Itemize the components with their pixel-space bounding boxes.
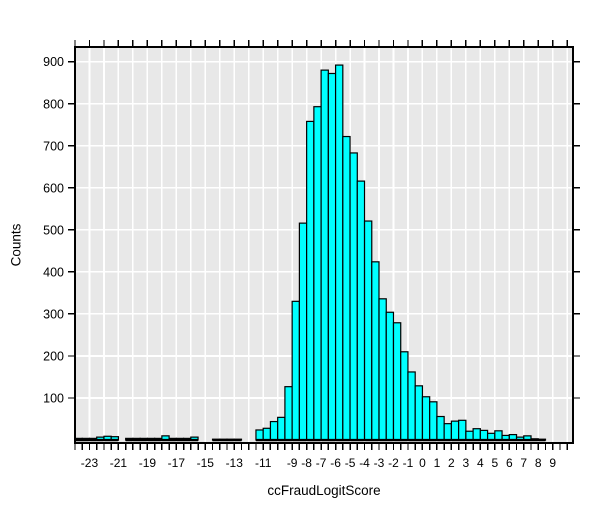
histogram-bar [385,311,395,441]
x-tick-label: 7 [520,456,527,470]
histogram-bar [269,420,279,441]
histogram-bar [371,261,380,441]
y-tick-label: 200 [43,349,64,363]
x-tick-label: -5 [345,456,356,470]
histogram-bar [291,300,300,441]
x-tick-label: -3 [374,456,385,470]
x-tick-label: -4 [359,456,370,470]
axis-ticks [68,40,580,450]
x-axis-title: ccFraudLogitScore [267,483,381,498]
histogram-bar [407,371,416,441]
histogram-bar [429,401,438,441]
y-tick-label: 600 [43,181,64,195]
histogram-bar [320,69,329,441]
x-tick-label: -19 [139,456,157,470]
x-tick-label: -23 [81,456,99,470]
x-tick-label: 4 [477,456,484,470]
y-tick-label: 500 [43,223,64,237]
histogram-bar [392,322,402,441]
x-tick-label: -2 [388,456,399,470]
histogram-bar [378,298,387,441]
histogram-bar [363,220,373,441]
histogram-bar [277,416,286,441]
histogram-bar [479,429,489,441]
histogram-bar [421,396,431,441]
x-tick-label: 9 [549,456,556,470]
histogram-bar [465,430,474,441]
histogram-bar [284,386,293,441]
x-tick-label: -17 [168,456,186,470]
y-tick-label: 900 [43,55,64,69]
x-tick-label: 6 [506,456,513,470]
histogram-bar [472,428,481,441]
y-tick-label: 100 [43,392,64,406]
histogram-bar [327,72,337,441]
histogram-bar [298,222,308,441]
x-tick-label: 8 [535,456,542,470]
histogram-bars [74,64,547,442]
x-tick-label: -6 [330,456,341,470]
histogram-bar [443,423,452,441]
y-tick-label: 300 [43,307,64,321]
histogram-bar [356,180,366,441]
x-tick-label: 2 [448,456,455,470]
histogram-bar [306,120,315,441]
histogram-bar [494,430,503,441]
histogram-bar [450,420,460,441]
x-tick-label: -9 [287,456,298,470]
x-tick-label: -7 [316,456,327,470]
x-tick-label: -11 [255,456,272,470]
x-tick-label: 5 [491,456,498,470]
histogram-bar [458,419,467,441]
x-tick-labels: -23 -21 -19 -17 -15 -13 -11 -9 -8 -7 -6 -5 -4 -3 -2 -1 0… [81,456,557,470]
y-tick-label: 400 [43,265,64,279]
y-tick-label: 700 [43,139,64,153]
x-tick-label: -1 [403,456,414,470]
histogram-bar [414,385,424,441]
histogram-bar [436,415,445,441]
x-tick-label: 0 [419,456,426,470]
x-tick-label: 1 [434,456,441,470]
histogram-bar [400,351,409,441]
y-tick-label: 800 [43,97,64,111]
x-tick-label: -8 [301,456,312,470]
x-tick-label: -21 [110,456,128,470]
x-tick-label: -13 [226,456,244,470]
plot-border [74,46,574,444]
histogram-bar [262,427,272,441]
y-axis-title: Counts [8,223,24,267]
histogram-bar [313,106,322,441]
y-tick-labels: 100 200 300 400 500 600 700 800 900 [43,55,64,405]
histogram-bar [342,135,351,441]
histogram-bar [255,429,264,441]
x-tick-label: 3 [463,456,470,470]
x-tick-label: -15 [197,456,215,470]
histogram-bar [349,152,358,441]
histogram-bar [334,64,344,441]
